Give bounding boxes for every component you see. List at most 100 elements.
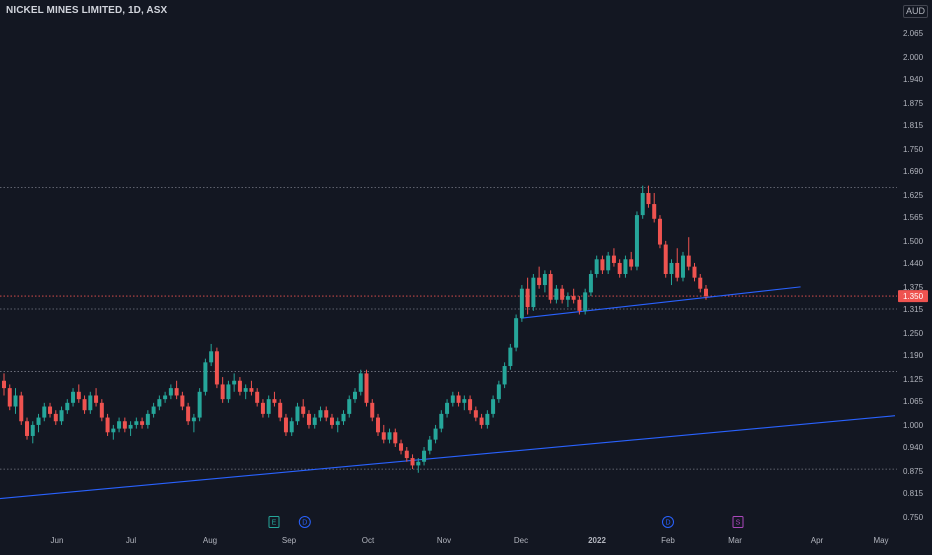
candle-body xyxy=(2,380,6,389)
candle xyxy=(623,255,628,278)
candle xyxy=(255,388,260,407)
candle-body xyxy=(266,399,271,414)
currency-badge[interactable]: AUD xyxy=(902,5,928,18)
candle xyxy=(657,215,662,249)
candle-body xyxy=(468,399,473,411)
candle xyxy=(249,380,254,396)
event-label: D xyxy=(665,520,670,527)
candle xyxy=(445,399,450,418)
candle-body xyxy=(191,417,196,422)
candle-body xyxy=(393,432,398,444)
candle xyxy=(537,266,542,289)
candle xyxy=(508,343,513,370)
candle xyxy=(260,399,265,418)
candle xyxy=(560,285,565,304)
price-tick-label: 1.625 xyxy=(903,191,924,200)
candle xyxy=(473,406,478,422)
candle xyxy=(88,391,93,414)
candle xyxy=(48,402,53,418)
candle-body xyxy=(341,413,346,422)
candle xyxy=(686,237,691,271)
candle xyxy=(295,402,300,425)
candle-body xyxy=(416,461,421,466)
earnings-event-marker: E xyxy=(268,516,280,528)
candle xyxy=(468,395,473,414)
candle-body xyxy=(502,366,507,385)
candle-body xyxy=(353,391,357,400)
candle xyxy=(283,413,288,436)
candle-body xyxy=(554,288,559,300)
time-tick-label: May xyxy=(873,536,888,545)
candle-body xyxy=(508,347,513,367)
candle-body xyxy=(542,274,547,286)
candle-body xyxy=(53,413,58,422)
candle xyxy=(151,402,156,418)
trendlines[interactable] xyxy=(0,286,896,500)
candle xyxy=(266,395,271,418)
candle xyxy=(168,384,173,400)
candle xyxy=(99,399,104,422)
price-tick-label: 1.125 xyxy=(903,375,924,384)
candle-body xyxy=(82,399,87,411)
candle xyxy=(53,410,58,425)
candle-body xyxy=(88,395,93,411)
candle xyxy=(456,391,461,407)
candle-body xyxy=(94,395,99,403)
price-axis[interactable]: 2.065 2.000 1.940 1.875 1.815 1.750 1.690 1.625… xyxy=(903,29,924,522)
event-badge xyxy=(732,516,744,528)
candle xyxy=(554,285,559,304)
candle xyxy=(7,384,12,411)
candle-body xyxy=(117,421,122,429)
candle-body xyxy=(295,406,300,422)
candle xyxy=(203,358,208,396)
candle xyxy=(105,413,110,436)
candle xyxy=(675,248,680,282)
candle xyxy=(145,410,150,429)
candle-body xyxy=(214,351,219,385)
candle xyxy=(117,417,122,433)
price-tick-label: 1.565 xyxy=(903,213,924,222)
candle xyxy=(640,185,645,219)
candle xyxy=(94,388,99,407)
candle xyxy=(226,380,231,403)
candle xyxy=(548,270,553,304)
symbol-title: NICKEL MINES LIMITED, 1D, ASX xyxy=(6,5,168,16)
candle-body xyxy=(335,421,340,425)
candle xyxy=(19,391,24,425)
candle-body xyxy=(692,266,697,278)
candle xyxy=(364,369,369,407)
candle xyxy=(663,240,668,278)
candle xyxy=(439,410,444,433)
candle-body xyxy=(410,458,415,466)
candle-body xyxy=(473,410,478,418)
candle-body xyxy=(329,417,334,425)
candle xyxy=(577,296,582,315)
candle-body xyxy=(134,421,139,425)
candle-body xyxy=(445,402,450,414)
candle xyxy=(646,185,651,208)
price-tick-label: 1.940 xyxy=(903,75,924,84)
candle xyxy=(422,447,427,466)
candle xyxy=(134,417,139,429)
price-tick-label: 1.190 xyxy=(903,351,924,360)
candle xyxy=(611,248,616,267)
candle-body xyxy=(491,399,496,414)
candle xyxy=(289,417,294,436)
candle-body xyxy=(25,421,30,436)
candle-body xyxy=(514,318,519,348)
candle xyxy=(111,424,116,440)
candle xyxy=(669,259,674,286)
candles xyxy=(2,185,708,473)
candle-body xyxy=(560,288,565,300)
price-tick-label: 1.375 xyxy=(903,283,924,292)
price-tick-label: 2.065 xyxy=(903,29,924,38)
candle xyxy=(82,395,87,414)
price-tick-label: 1.250 xyxy=(903,329,924,338)
candle-body xyxy=(675,262,680,278)
candle xyxy=(163,391,168,403)
candle-body xyxy=(7,388,12,407)
time-axis[interactable]: Jun Jul Aug Sep Oct Nov Dec 2022 Feb Mar Apr May xyxy=(51,536,889,545)
candle xyxy=(704,285,708,300)
candle xyxy=(25,417,30,440)
